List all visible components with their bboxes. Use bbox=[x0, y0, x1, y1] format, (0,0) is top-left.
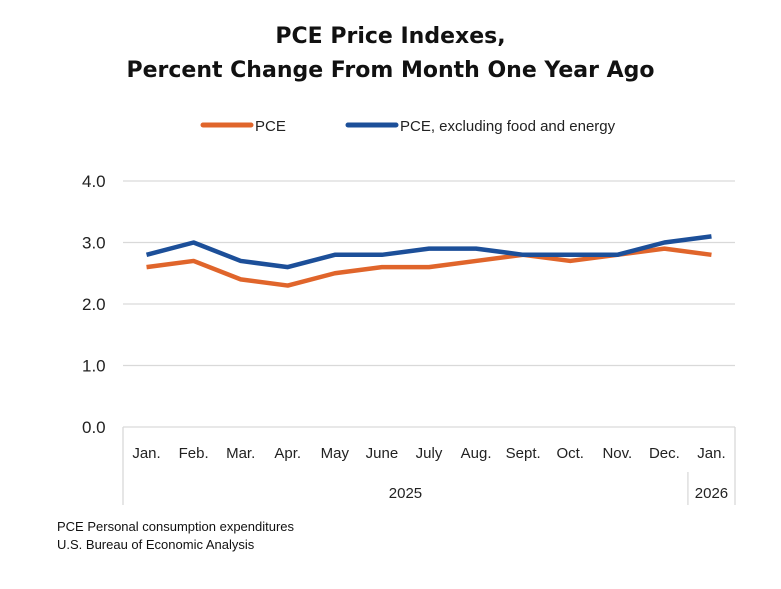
legend-label: PCE bbox=[255, 118, 286, 135]
chart-title-line1: PCE Price Indexes, bbox=[275, 24, 506, 49]
y-tick-label: 1.0 bbox=[82, 357, 106, 376]
footnote-1: PCE Personal consumption expenditures bbox=[57, 519, 295, 534]
x-tick-label: Dec. bbox=[649, 445, 680, 462]
x-tick-label: Mar. bbox=[226, 445, 255, 462]
chart-title-line2: Percent Change From Month One Year Ago bbox=[126, 58, 655, 83]
x-tick-label: Apr. bbox=[274, 445, 301, 462]
footnote-2: U.S. Bureau of Economic Analysis bbox=[57, 537, 255, 552]
x-tick-label: Jan. bbox=[132, 445, 160, 462]
x-tick-label: Jan. bbox=[697, 445, 725, 462]
series-line-core-pce bbox=[145, 234, 712, 270]
x-tick-label: Oct. bbox=[556, 445, 584, 462]
year-label: 2026 bbox=[695, 485, 728, 502]
x-tick-label: Sept. bbox=[506, 445, 541, 462]
x-tick-label: July bbox=[416, 445, 443, 462]
year-label: 2025 bbox=[389, 485, 422, 502]
x-tick-label: Nov. bbox=[602, 445, 632, 462]
x-tick-label: Feb. bbox=[179, 445, 209, 462]
x-tick-label: June bbox=[366, 445, 399, 462]
legend-label: PCE, excluding food and energy bbox=[400, 118, 616, 135]
y-tick-label: 4.0 bbox=[82, 172, 106, 191]
x-tick-label: May bbox=[321, 445, 350, 462]
y-tick-label: 0.0 bbox=[82, 418, 106, 437]
x-tick-label: Aug. bbox=[461, 445, 492, 462]
y-tick-label: 3.0 bbox=[82, 234, 106, 253]
y-tick-label: 2.0 bbox=[82, 295, 106, 314]
